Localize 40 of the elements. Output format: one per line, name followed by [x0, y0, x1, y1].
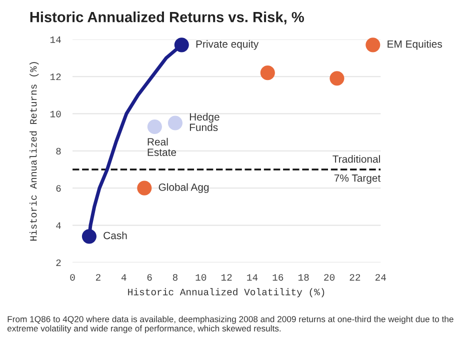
point [147, 119, 162, 134]
x-axis-title: Historic Annualized Volatility (%) [128, 288, 324, 298]
x-tick-label: 12 [221, 274, 232, 281]
x-tick-label: 22 [350, 274, 360, 281]
ref-line-label: Traditional [332, 155, 380, 163]
x-tick-label: 24 [375, 274, 386, 281]
point [366, 38, 380, 52]
annotation: Real Estate [148, 138, 176, 156]
annotation: 7% Target [334, 174, 381, 184]
y-tick-label: 4 [56, 222, 61, 229]
annotation: Cash [104, 232, 127, 240]
x-tick-label: 8 [172, 274, 178, 281]
x-tick-label: 10 [196, 274, 206, 281]
x-tick-label: 16 [272, 274, 284, 281]
x-tick-label: 2 [96, 274, 100, 281]
y-tick-label: 14 [50, 36, 61, 43]
point [168, 116, 183, 130]
point [174, 38, 189, 52]
point [137, 180, 152, 196]
y-tick-label: 8 [56, 148, 61, 155]
annotation: EM Equities [388, 40, 442, 50]
x-tick-label: 18 [298, 274, 309, 281]
y-tick-label: 10 [50, 110, 61, 118]
x-tick-label: 20 [324, 274, 335, 281]
x-tick-label: 14 [247, 274, 258, 281]
text: From 1Q86 to 4Q20 where data is available, deemphasizing 2008 and 2009 returns at one-third the weight due to the extreme volatility and wide range of performance, which skewed results. [7, 316, 454, 334]
y-axis-title: Historic Annualized Returns (%) [30, 62, 39, 241]
point [330, 71, 344, 86]
y-tick-label: 12 [50, 74, 61, 80]
point [260, 66, 275, 80]
x-tick-label: 6 [147, 274, 152, 281]
x-tick-label: 4 [121, 274, 126, 281]
point [82, 229, 96, 244]
annotation: Private equity [196, 40, 259, 50]
y-tick-label: 6 [56, 185, 61, 192]
x-tick-label: 0 [70, 274, 75, 281]
chart-title: Historic Annualized Returns vs. Risk, % [30, 12, 304, 24]
annotation: Global Agg [158, 183, 209, 193]
annotation: Hedge Funds [190, 112, 220, 132]
y-tick-label: 2 [56, 259, 61, 266]
